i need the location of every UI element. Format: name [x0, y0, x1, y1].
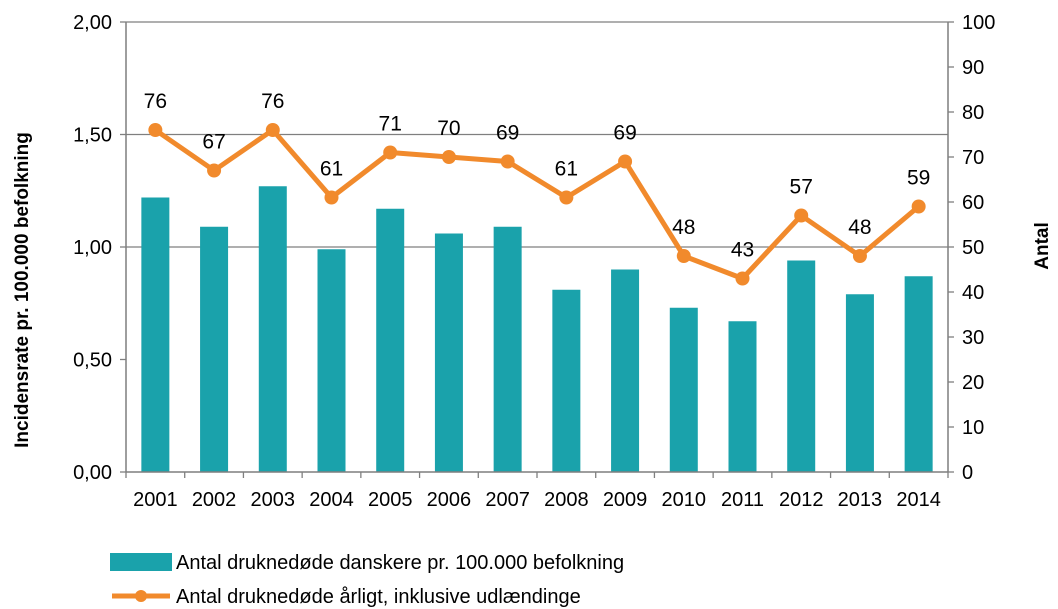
bar [669, 307, 698, 472]
right-tick-label: 20 [962, 372, 984, 394]
right-tick-label: 60 [962, 192, 984, 214]
data-label: 71 [379, 113, 402, 136]
line-point [148, 123, 163, 137]
line-point [618, 154, 633, 169]
right-tick-label: 10 [962, 417, 984, 439]
bar [552, 289, 581, 472]
line-point [794, 208, 809, 223]
data-label: 59 [907, 167, 930, 190]
line-path [153, 127, 921, 281]
left-tick-label: 2,00 [73, 12, 112, 34]
x-tick-label: 2005 [368, 489, 413, 511]
line-point [441, 150, 456, 164]
bar [904, 276, 933, 472]
data-label: 76 [144, 90, 167, 113]
data-label: 69 [613, 122, 636, 145]
legend-swatch-marker [135, 590, 147, 602]
x-tick-label: 2007 [485, 489, 530, 511]
legend: Antal druknedøde danskere pr. 100.000 be… [110, 552, 624, 608]
line-point [500, 154, 515, 169]
line-point [911, 199, 926, 214]
data-label: 43 [731, 239, 754, 262]
bar-series [141, 186, 933, 472]
right-axis-ticks: 0 10 20 30 40 50 60 70 80 90 100 [962, 12, 995, 484]
x-tick-label: 2003 [251, 489, 296, 511]
left-tick-label: 0,50 [73, 350, 112, 372]
bar [728, 321, 757, 472]
bar [787, 260, 816, 472]
x-tick-label: 2008 [544, 489, 589, 511]
data-label: 57 [790, 176, 813, 199]
x-tick-label: 2001 [133, 489, 178, 511]
bar [317, 249, 346, 472]
data-label: 61 [320, 158, 343, 181]
right-tick-label: 100 [962, 12, 995, 34]
x-tick-label: 2011 [721, 489, 764, 511]
left-tick-label: 0,00 [73, 462, 112, 484]
line-series [148, 123, 926, 286]
bar [258, 186, 287, 472]
data-label: 69 [496, 122, 519, 145]
data-labels: 76 67 76 61 71 70 69 61 69 48 43 57 48 59 [144, 90, 931, 262]
line-point [735, 271, 750, 286]
x-tick-label: 2010 [662, 489, 707, 511]
data-label: 70 [437, 117, 460, 140]
right-tick-label: 40 [962, 282, 984, 304]
bar [493, 226, 522, 472]
right-tick-label: 70 [962, 147, 984, 169]
line-point [207, 163, 222, 178]
data-label: 48 [672, 216, 695, 239]
x-tick-label: 2002 [192, 489, 237, 511]
left-tick-label: 1,00 [73, 237, 112, 259]
x-axis-ticks: 2001 2002 2003 2004 2005 2006 2007 2008 2009 2010… [133, 489, 941, 511]
legend-swatch-bar [110, 553, 172, 571]
data-label: 61 [555, 158, 578, 181]
line-point [559, 190, 574, 205]
x-tick-label: 2004 [309, 489, 354, 511]
line-point [852, 249, 867, 263]
legend-label-line: Antal druknedøde årligt, inklusive udlæn… [176, 586, 581, 608]
x-tick-label: 2012 [779, 489, 824, 511]
data-label: 48 [848, 216, 871, 239]
left-axis-title: Incidensrate pr. 100.000 befolkning [12, 132, 33, 448]
bar [376, 208, 405, 472]
data-label: 67 [202, 131, 225, 154]
right-tick-label: 90 [962, 57, 984, 79]
line-point [676, 249, 691, 263]
axes [120, 21, 954, 478]
x-tick-label: 2009 [603, 489, 648, 511]
x-tick-label: 2014 [896, 489, 941, 511]
bar [200, 226, 229, 472]
legend-label-bar: Antal druknedøde danskere pr. 100.000 be… [176, 552, 624, 574]
right-tick-label: 30 [962, 327, 984, 349]
bar [845, 294, 874, 472]
bar [434, 233, 463, 472]
x-tick-label: 2006 [427, 489, 472, 511]
line-point [265, 123, 280, 137]
right-tick-label: 80 [962, 102, 984, 124]
left-tick-label: 1,50 [73, 125, 112, 147]
data-label: 76 [261, 90, 284, 113]
right-axis-title: Antal [1032, 222, 1053, 270]
right-tick-label: 0 [962, 462, 973, 484]
x-tick-label: 2013 [838, 489, 883, 511]
bar [611, 269, 640, 472]
right-tick-label: 50 [962, 237, 984, 259]
left-axis-ticks: 0,00 0,50 1,00 1,50 2,00 [73, 12, 112, 484]
line-point [383, 145, 398, 160]
bar [141, 197, 170, 472]
line-point [324, 190, 339, 205]
